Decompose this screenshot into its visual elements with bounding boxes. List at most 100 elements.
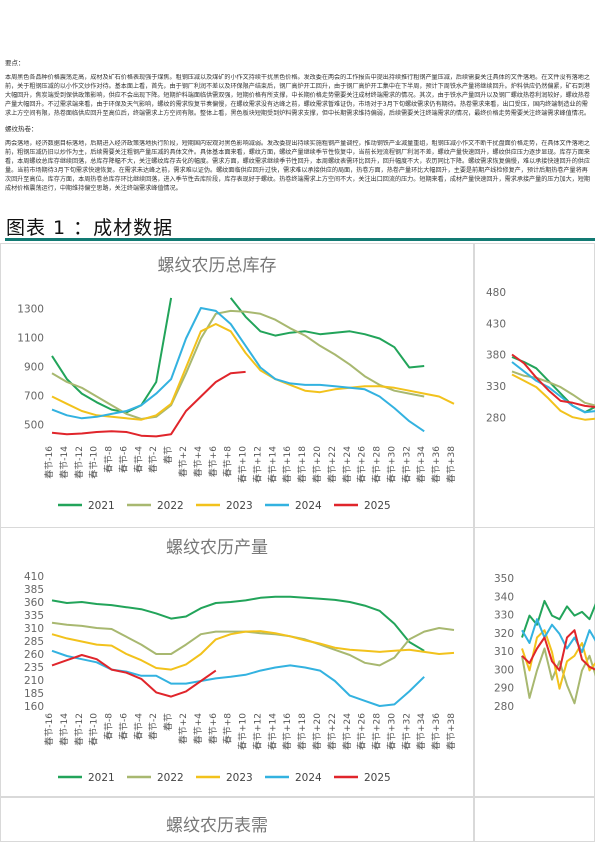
series-line-2023 — [51, 323, 455, 421]
y-tick-label: 185 — [24, 688, 44, 700]
legend-label-2025: 2025 — [364, 500, 391, 512]
x-tick-label: 春节-12 — [73, 446, 85, 479]
legend-label-2022: 2022 — [157, 772, 184, 784]
x-tick-label: 春节+10 — [237, 713, 249, 750]
x-tick-label: 春节+38 — [445, 713, 457, 750]
x-tick-label: 春节-8 — [103, 446, 115, 473]
series-line-2025 — [51, 370, 246, 438]
y-tick-label: 330 — [486, 381, 506, 393]
chart-right-top: 280 330 380 430 480 — [474, 243, 595, 558]
x-tick-label: 春节+30 — [385, 446, 397, 483]
y-tick-label: 335 — [24, 610, 44, 622]
summary-paragraph: 本周黑色各品种价格震荡走高，成材及矿石价格表现强于煤焦。粗钢压减以及煤矿的小作文… — [5, 74, 590, 117]
x-tick-label: 春节+16 — [281, 713, 293, 750]
x-tick-label: 春节-10 — [88, 446, 100, 479]
y-tick-label: 280 — [486, 412, 506, 424]
y-tick-label: 210 — [24, 675, 44, 687]
series-line-2023 — [51, 630, 455, 671]
legend-label-2024: 2024 — [295, 772, 322, 784]
y-tick-label: 235 — [24, 662, 44, 674]
chart-title: 螺纹农历表需 — [166, 816, 268, 836]
series-line-2025 — [511, 353, 595, 408]
y-tick-label: 430 — [486, 318, 506, 330]
x-tick-label: 春节+36 — [430, 713, 442, 750]
x-tick-label: 春节+12 — [251, 446, 263, 483]
x-tick-label: 春节+32 — [400, 713, 412, 750]
legend-label-2022: 2022 — [157, 500, 184, 512]
x-tick-label: 春节-6 — [117, 446, 129, 473]
x-tick-label: 春节+32 — [400, 446, 412, 483]
y-tick-label: 260 — [24, 649, 44, 661]
x-tick-label: 春节-6 — [117, 713, 129, 740]
chart-frame — [474, 527, 595, 797]
x-tick-label: 春节+8 — [222, 713, 234, 745]
legend-label-2023: 2023 — [226, 772, 253, 784]
x-tick-label: 春节-2 — [147, 446, 159, 473]
series-line-2022 — [521, 647, 595, 705]
legend-label-2021: 2021 — [88, 772, 115, 784]
legend-label-2024: 2024 — [295, 500, 322, 512]
y-tick-label: 900 — [24, 362, 44, 374]
chart-frame — [474, 797, 595, 842]
x-tick-label: 春节 — [162, 446, 174, 464]
chart-right-bottom — [474, 797, 595, 842]
series-line-2025 — [51, 654, 217, 698]
series-line-2023 — [521, 629, 595, 690]
y-tick-label: 320 — [494, 628, 514, 640]
y-tick-label: 1300 — [17, 304, 44, 316]
y-tick-label: 300 — [494, 664, 514, 676]
x-tick-label: 春节-16 — [43, 446, 55, 479]
summary-heading: 要点： — [5, 59, 25, 67]
x-tick-label: 春节-4 — [132, 713, 144, 740]
x-tick-label: 春节 — [162, 713, 174, 731]
series-line-2024 — [51, 649, 425, 707]
series-line-2024 — [521, 618, 595, 654]
chart-svg-right-bottom — [474, 797, 595, 842]
x-tick-label: 春节-10 — [88, 713, 100, 746]
x-tick-label: 春节+16 — [281, 446, 293, 483]
series-line-2023 — [511, 373, 595, 421]
legend-label-2021: 2021 — [88, 500, 115, 512]
y-tick-label: 350 — [494, 573, 514, 585]
x-tick-label: 春节-8 — [103, 713, 115, 740]
series-line-2021 — [51, 297, 425, 414]
figure-title: 图表 1 ：成材数据 — [6, 217, 174, 239]
y-tick-label: 380 — [486, 350, 506, 362]
x-tick-label: 春节-12 — [73, 713, 85, 746]
x-tick-label: 春节+28 — [371, 446, 383, 483]
y-tick-label: 1100 — [17, 333, 44, 345]
chart-title: 螺纹农历总库存 — [158, 256, 277, 276]
series-line-2024 — [511, 361, 595, 414]
x-tick-label: 春节+20 — [311, 713, 323, 750]
legend-label-2023: 2023 — [226, 500, 253, 512]
x-tick-label: 春节+30 — [385, 713, 397, 750]
x-tick-label: 春节+34 — [415, 446, 427, 483]
y-tick-label: 385 — [24, 584, 44, 596]
x-tick-label: 春节+14 — [266, 713, 278, 750]
series-line-2025 — [521, 629, 595, 672]
y-tick-label: 500 — [24, 420, 44, 432]
chart-right-middle: 280 290 300 310 320 330 340 350 — [474, 527, 595, 797]
y-tick-label: 290 — [494, 683, 514, 695]
y-tick-label: 310 — [494, 646, 514, 658]
x-tick-label: 春节+6 — [207, 446, 219, 478]
y-tick-label: 310 — [24, 623, 44, 635]
y-tick-label: 330 — [494, 610, 514, 622]
legend-label-2025: 2025 — [364, 772, 391, 784]
x-tick-label: 春节+10 — [237, 446, 249, 483]
y-tick-label: 480 — [486, 287, 506, 299]
x-tick-label: 春节+2 — [177, 446, 189, 477]
x-tick-label: 春节+20 — [311, 446, 323, 483]
rebar-hrc-heading: 螺纹热卷： — [5, 125, 38, 133]
x-tick-label: 春节+28 — [371, 713, 383, 750]
series-line-2022 — [51, 309, 425, 420]
x-tick-label: 春节+22 — [326, 446, 338, 483]
y-tick-label: 160 — [24, 701, 44, 713]
chart-rebar-demand: 螺纹农历表需 — [0, 797, 474, 842]
x-tick-label: 春节+6 — [207, 713, 219, 745]
x-tick-label: 春节-2 — [147, 713, 159, 740]
x-tick-label: 春节+18 — [296, 713, 308, 750]
y-tick-label: 280 — [494, 701, 514, 713]
y-tick-label: 410 — [24, 571, 44, 583]
